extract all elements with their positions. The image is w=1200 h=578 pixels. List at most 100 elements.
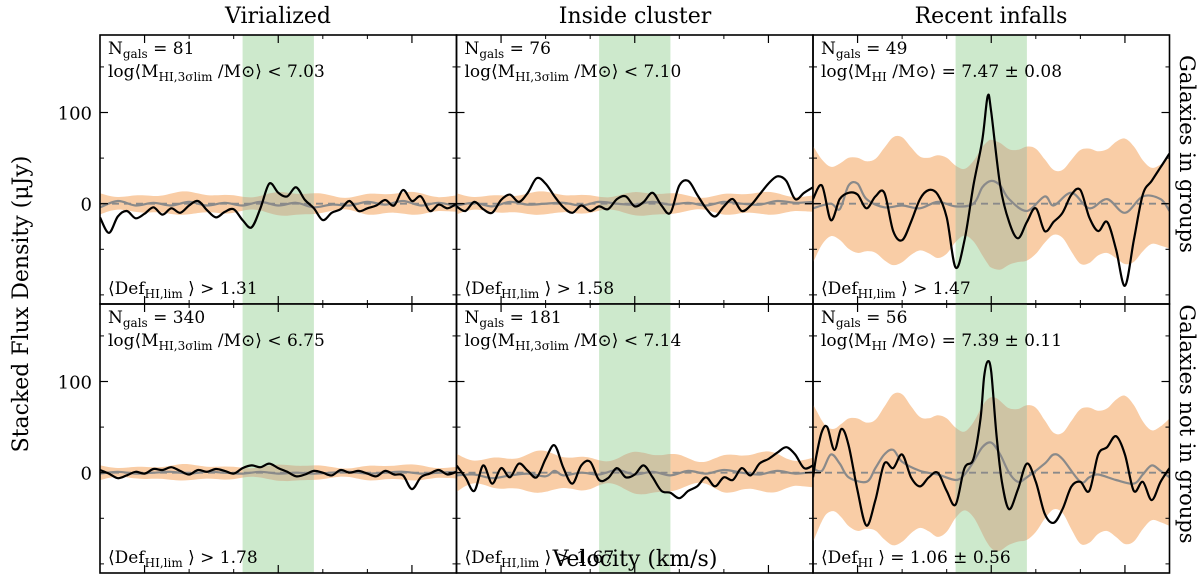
deficiency-label-subscript: HI,lim (145, 556, 184, 570)
mass-limit-label-value: /M⊙⟩ < 6.75 (213, 331, 325, 351)
mass-limit-label-main: log⟨M (465, 62, 516, 82)
mass-limit-label: log⟨MHI /M⊙⟩ = 7.39 ± 0.11 (821, 331, 1062, 353)
deficiency-label-value: ⟩ > 1.31 (183, 279, 258, 299)
n-gals-label-value: = 81 (148, 39, 195, 59)
mass-limit-label-subscript: HI,3σlim (515, 339, 570, 353)
mass-limit-label-value: /M⊙⟩ < 7.10 (569, 62, 681, 82)
deficiency-label-value: ⟩ > 1.78 (183, 548, 258, 568)
deficiency-label-subscript: HI,lim (858, 287, 897, 301)
deficiency-label-value: ⟩ > 1.47 (896, 279, 971, 299)
n-gals-label: Ngals = 76 (465, 39, 551, 61)
panel-plot-area (100, 35, 457, 304)
deficiency-label-main: ⟨Def (465, 279, 503, 299)
y-tick-label: 0 (81, 464, 92, 485)
deficiency-label-main: ⟨Def (108, 279, 146, 299)
mass-limit-label: log⟨MHI,3σlim /M⊙⟩ < 6.75 (108, 331, 325, 353)
reference-spectrum (456, 199, 813, 208)
deficiency-label-main: ⟨Def (108, 548, 146, 568)
panel-plot-area (813, 35, 1170, 304)
stacked-spectrum (813, 93, 1170, 287)
mass-limit-label-value: /M⊙⟩ = 7.47 ± 0.08 (887, 62, 1062, 82)
velocity-window (599, 35, 671, 304)
mass-limit-label-value: /M⊙⟩ = 7.39 ± 0.11 (887, 331, 1062, 351)
deficiency-label-value: ⟩ > 1.58 (539, 279, 614, 299)
mass-limit-label: log⟨MHI,3σlim /M⊙⟩ < 7.10 (465, 62, 682, 84)
velocity-window (599, 304, 671, 573)
mass-limit-label: log⟨MHI,3σlim /M⊙⟩ < 7.03 (108, 62, 325, 84)
row-title-galaxies-not-in-groups: Galaxies not in groups (1175, 304, 1199, 543)
labels-layer: Stacked Flux Density (μJy) Velocity (km/… (9, 4, 1199, 572)
mass-limit-label-subscript: HI,3σlim (515, 70, 570, 84)
n-gals-label-main: N (465, 39, 480, 59)
n-gals-label-subscript: gals (479, 316, 504, 330)
n-gals-label-subscript: gals (123, 47, 148, 61)
n-gals-label-subscript: gals (479, 47, 504, 61)
n-gals-label-value: = 76 (504, 39, 551, 59)
y-tick-label: 0 (81, 195, 92, 216)
n-gals-label: Ngals = 340 (108, 308, 205, 330)
mass-limit-label-subscript: HI (872, 339, 887, 353)
column-title-inside-cluster: Inside cluster (559, 4, 712, 29)
deficiency-label-main: ⟨Def (465, 548, 503, 568)
column-title-virialized: Virialized (224, 4, 331, 29)
panel-plot-area (813, 304, 1170, 573)
stacked-spectrum (813, 359, 1170, 527)
n-gals-label-subscript: gals (123, 316, 148, 330)
n-gals-label-value: = 56 (861, 308, 908, 328)
mass-limit-label-subscript: HI,3σlim (159, 339, 214, 353)
stacked-spectrum (100, 462, 457, 491)
band-window-overlap (599, 451, 671, 495)
band-window-overlap (955, 397, 1027, 552)
n-gals-label-value: = 181 (504, 308, 562, 328)
reference-spectrum (456, 468, 813, 480)
n-gals-label: Ngals = 81 (108, 39, 194, 61)
n-gals-label-main: N (821, 39, 836, 59)
deficiency-label-value: ⟩ > 1.67 (539, 548, 614, 568)
mass-limit-label: log⟨MHI,3σlim /M⊙⟩ < 7.14 (465, 331, 682, 353)
n-gals-label: Ngals = 56 (821, 308, 907, 330)
stacked-spectrum (456, 175, 813, 218)
mass-limit-label-subscript: HI (872, 70, 887, 84)
stacked-spectrum (100, 182, 457, 234)
n-gals-label-subscript: gals (836, 316, 861, 330)
deficiency-label-subscript: HI (858, 556, 873, 570)
reference-spectrum (100, 470, 457, 475)
mass-limit-label-main: log⟨M (821, 331, 872, 351)
n-gals-label-main: N (821, 308, 836, 328)
deficiency-label: ⟨DefHI,lim ⟩ > 1.47 (821, 279, 971, 301)
n-gals-label: Ngals = 49 (821, 39, 907, 61)
n-gals-label-value: = 49 (861, 39, 908, 59)
deficiency-label-main: ⟨Def (821, 279, 859, 299)
stacked-spectrum (456, 444, 813, 500)
deficiency-label: ⟨DefHI,lim ⟩ > 1.78 (108, 548, 258, 570)
deficiency-label-main: ⟨Def (821, 548, 859, 568)
deficiency-label-subscript: HI,lim (501, 556, 540, 570)
mass-limit-label-main: log⟨M (108, 62, 159, 82)
deficiency-label: ⟨DefHI ⟩ = 1.06 ± 0.56 (821, 548, 1011, 570)
n-gals-label-main: N (465, 308, 480, 328)
y-tick-label: 100 (58, 373, 92, 394)
n-gals-label-subscript: gals (836, 47, 861, 61)
n-gals-label-value: = 340 (148, 308, 206, 328)
band-window-overlap (955, 139, 1027, 270)
mass-limit-label-main: log⟨M (821, 62, 872, 82)
panel-plot-area (456, 304, 813, 573)
mass-limit-label-main: log⟨M (465, 331, 516, 351)
deficiency-label: ⟨DefHI,lim ⟩ > 1.58 (465, 279, 615, 301)
mass-limit-label-value: /M⊙⟩ < 7.14 (569, 331, 681, 351)
deficiency-label-subscript: HI,lim (501, 287, 540, 301)
reference-spectrum (813, 179, 1170, 214)
deficiency-label: ⟨DefHI,lim ⟩ > 1.31 (108, 279, 258, 301)
panel-plot-area (456, 35, 813, 304)
mass-limit-label: log⟨MHI /M⊙⟩ = 7.47 ± 0.08 (821, 62, 1062, 84)
column-title-recent-infalls: Recent infalls (915, 4, 1068, 29)
y-tick-label: 100 (58, 104, 92, 125)
deficiency-label-subscript: HI,lim (145, 287, 184, 301)
